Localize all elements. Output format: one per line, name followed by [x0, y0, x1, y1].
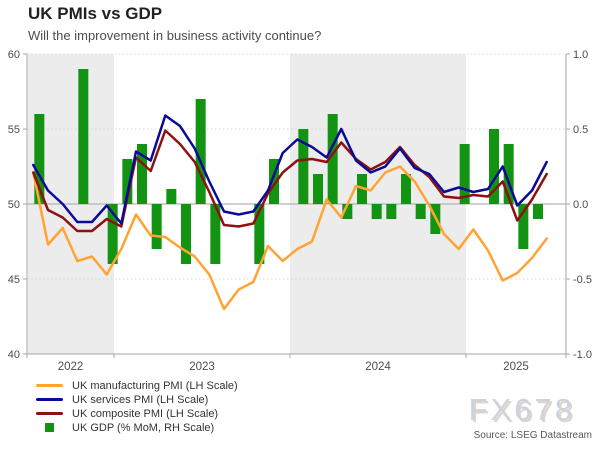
right-axis-label: -1.0 — [573, 349, 592, 361]
legend-label-gdp: UK GDP (% MoM, RH Scale) — [72, 421, 215, 434]
left-axis-label: 40 — [8, 349, 20, 361]
gdp-bar — [313, 174, 324, 204]
gdp-bar — [489, 129, 500, 204]
gdp-bar — [401, 174, 412, 204]
composite-line-swatch — [36, 411, 66, 416]
year-label: 2025 — [503, 361, 529, 373]
legend: UK manufacturing PMI (LH Scale) UK servi… — [36, 379, 238, 434]
gdp-bar — [210, 204, 221, 264]
gdp-bar — [181, 204, 192, 264]
right-axis-label: -0.5 — [573, 274, 592, 286]
gdp-bar — [151, 204, 162, 249]
gdp-bar — [298, 129, 309, 204]
gdp-bar — [166, 189, 177, 204]
left-axis-label: 60 — [8, 49, 20, 61]
gdp-bar — [78, 69, 89, 204]
right-axis-label: 0.0 — [573, 199, 588, 211]
pmi-gdp-plot: 60 1.0 55 0.5 50 0.0 45 -0.5 40 -1.0 2022 2023 2024 2… — [8, 49, 592, 373]
gdp-bar — [415, 204, 426, 219]
gdp-bar — [122, 159, 133, 204]
gdp-bar — [137, 144, 148, 204]
year-label: 2022 — [58, 361, 84, 373]
gdp-bar — [342, 204, 353, 219]
gdp-bar — [254, 204, 265, 264]
legend-item-gdp: UK GDP (% MoM, RH Scale) — [36, 421, 238, 434]
watermark: FX678 — [468, 392, 575, 427]
left-axis-label: 45 — [8, 274, 20, 286]
gdp-bar-swatch — [36, 423, 66, 432]
composite-line — [32, 129, 548, 233]
legend-label-composite: UK composite PMI (LH Scale) — [72, 407, 219, 420]
source-note: Source: LSEG Datastream — [473, 430, 592, 441]
chart-subtitle: Will the improvement in business activit… — [28, 28, 322, 43]
chart-title: UK PMIs vs GDP — [28, 4, 163, 23]
gdp-bar — [459, 144, 470, 204]
legend-label-manufacturing: UK manufacturing PMI (LH Scale) — [72, 379, 238, 392]
gdp-bar — [195, 99, 206, 204]
right-axis-label: 0.5 — [573, 124, 588, 136]
year-label: 2024 — [365, 361, 391, 373]
gdp-bar — [327, 114, 338, 204]
manufacturing-line — [32, 165, 548, 311]
gdp-bar — [34, 114, 45, 204]
left-axis-label: 55 — [8, 124, 20, 136]
left-axis-label: 50 — [8, 199, 20, 211]
legend-item-manufacturing: UK manufacturing PMI (LH Scale) — [36, 379, 238, 392]
gdp-bar — [533, 204, 544, 219]
services-line-swatch — [36, 397, 66, 402]
gdp-bar — [386, 204, 397, 219]
gdp-bar — [503, 144, 514, 204]
gdp-bar — [371, 204, 382, 219]
year-label: 2023 — [189, 361, 215, 373]
gdp-bar — [518, 204, 529, 249]
gdp-bar — [107, 204, 118, 264]
gdp-bar — [269, 159, 280, 204]
right-axis-label: 1.0 — [573, 49, 588, 61]
manufacturing-line-swatch — [36, 383, 66, 388]
legend-item-composite: UK composite PMI (LH Scale) — [36, 407, 238, 420]
services-line — [32, 114, 548, 225]
legend-label-services: UK services PMI (LH Scale) — [72, 393, 209, 406]
legend-item-services: UK services PMI (LH Scale) — [36, 393, 238, 406]
